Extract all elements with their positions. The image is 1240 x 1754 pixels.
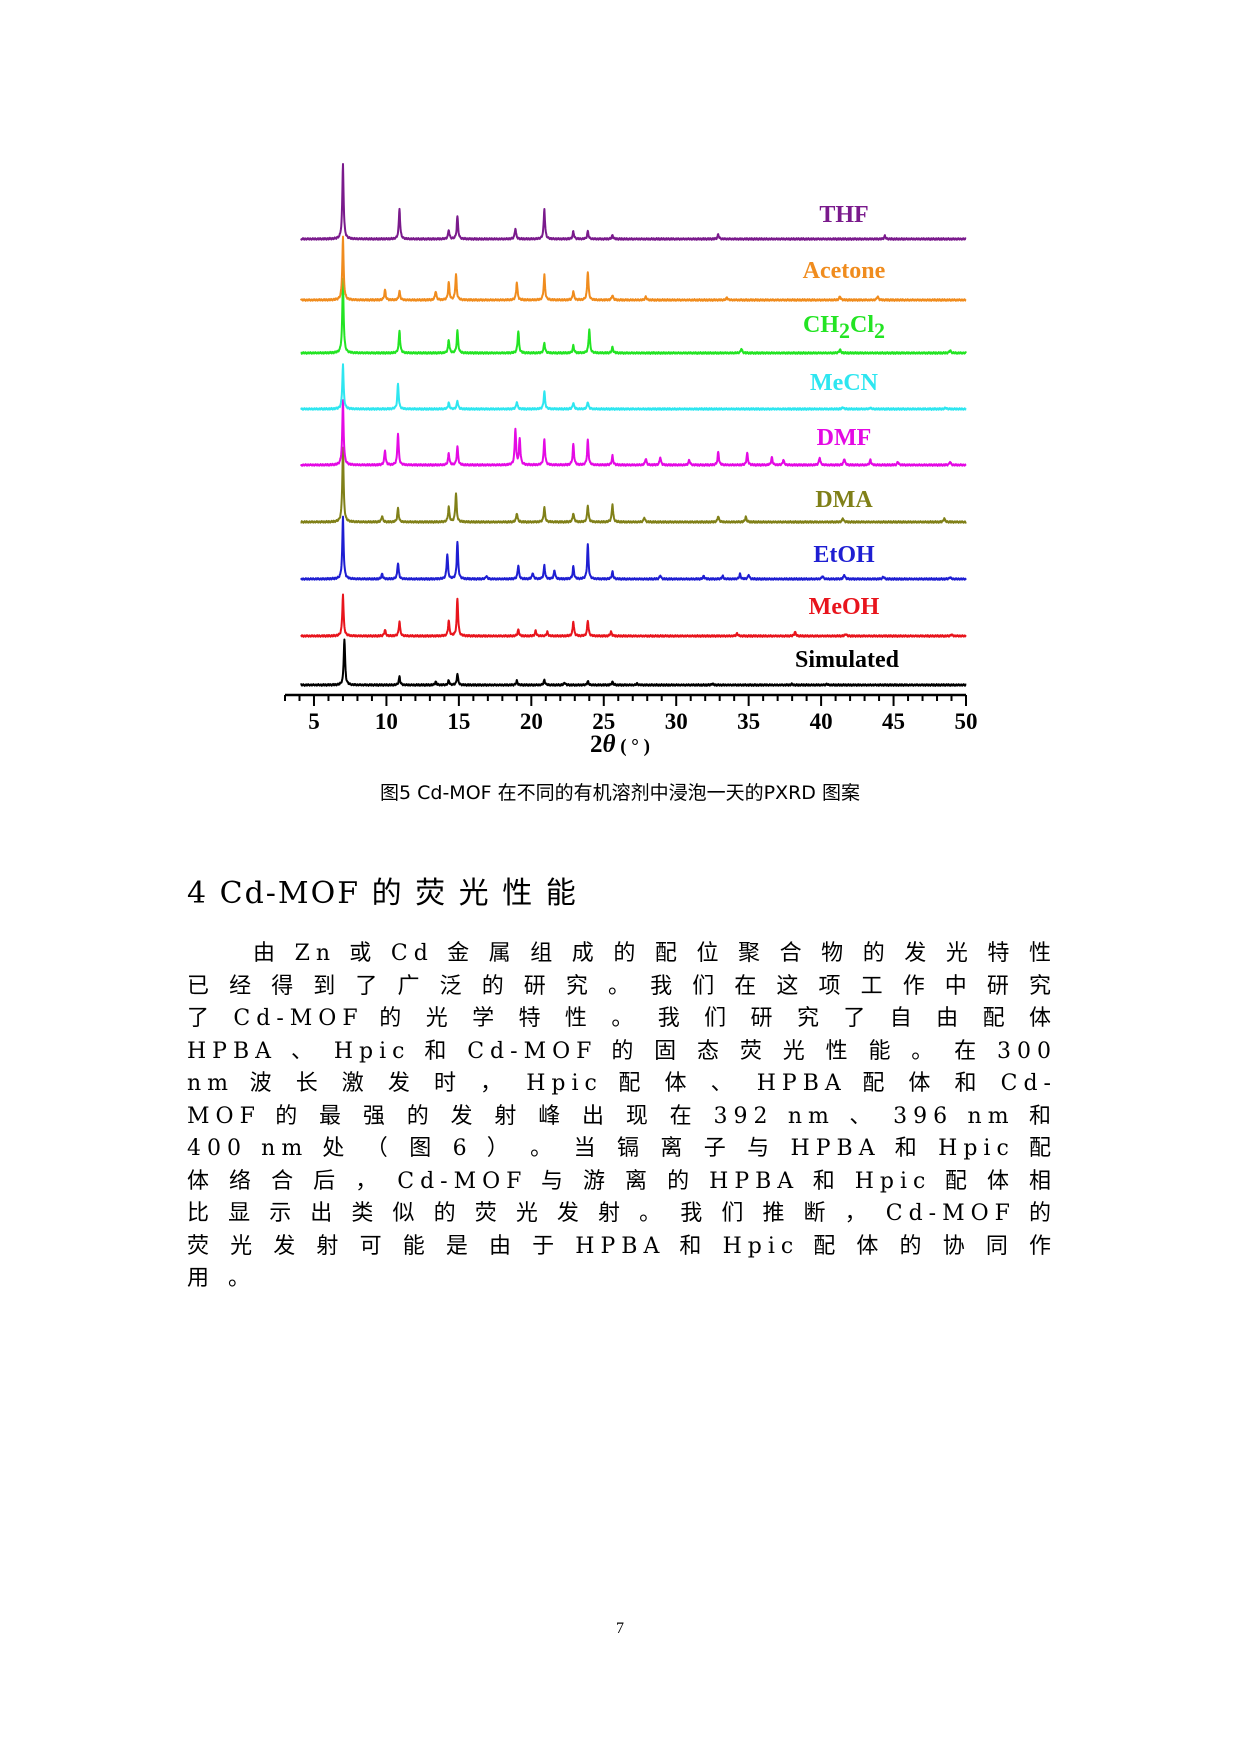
x-axis-label: 2θ ( ° ) xyxy=(590,731,650,758)
series-line-ch2cl2 xyxy=(300,277,967,355)
x-tick-label: 30 xyxy=(665,709,688,734)
figure-caption: 图5 Cd-MOF 在不同的有机溶剂中浸泡一天的PXRD 图案 xyxy=(380,782,860,804)
x-axis: 5 10 15 20 25 30 35 40 45 50 xyxy=(284,693,978,734)
series-line-meoh xyxy=(300,593,967,638)
series-line-thf xyxy=(300,163,967,241)
x-tick-label: 35 xyxy=(737,709,760,734)
legend-label-mecn: MeCN xyxy=(810,370,879,396)
series-line-etoh xyxy=(300,515,967,581)
x-tick-label: 45 xyxy=(882,709,905,734)
page-number: 7 xyxy=(616,1620,624,1637)
legend-label-meoh: MeOH xyxy=(809,594,880,620)
pxrd-traces xyxy=(299,163,967,687)
series-line-dma xyxy=(300,446,967,524)
x-tick-label: 40 xyxy=(810,709,833,734)
x-tick-label: 20 xyxy=(520,709,543,734)
legend-label-thf: THF xyxy=(819,202,868,228)
series-line-acetone xyxy=(299,235,967,302)
x-tick-label: 25 xyxy=(592,709,615,734)
legend-label-dmf: DMF xyxy=(817,425,872,451)
series-line-simulated xyxy=(300,638,967,687)
x-tick-label: 5 xyxy=(308,709,320,734)
x-tick-label: 10 xyxy=(375,709,398,734)
series-line-dmf xyxy=(299,399,967,467)
series-labels: Simulated MeOH EtOH DMA DMF MeCN CH2Cl2 Acetone… xyxy=(795,202,900,673)
section-heading: 4 Cd-MOF 的 荧 光 性 能 xyxy=(187,876,578,911)
pxrd-chart: 5 10 15 20 25 30 35 40 45 50 Simulated MeOH EtOH DMA… xyxy=(284,163,978,758)
x-tick-label: 15 xyxy=(447,709,470,734)
x-tick-label: 50 xyxy=(955,709,978,734)
legend-label-simulated: Simulated xyxy=(795,647,900,673)
legend-label-acetone: Acetone xyxy=(803,258,886,284)
legend-label-etoh: EtOH xyxy=(813,542,875,568)
legend-label-dma: DMA xyxy=(815,487,873,513)
legend-label-ch2cl2: CH2Cl2 xyxy=(803,312,885,343)
series-line-mecn xyxy=(300,363,967,411)
body-paragraph: 由 Zn 或 Cd 金 属 组 成 的 配 位 聚 合 物 的 发 光 特 性 … xyxy=(187,941,1057,1291)
